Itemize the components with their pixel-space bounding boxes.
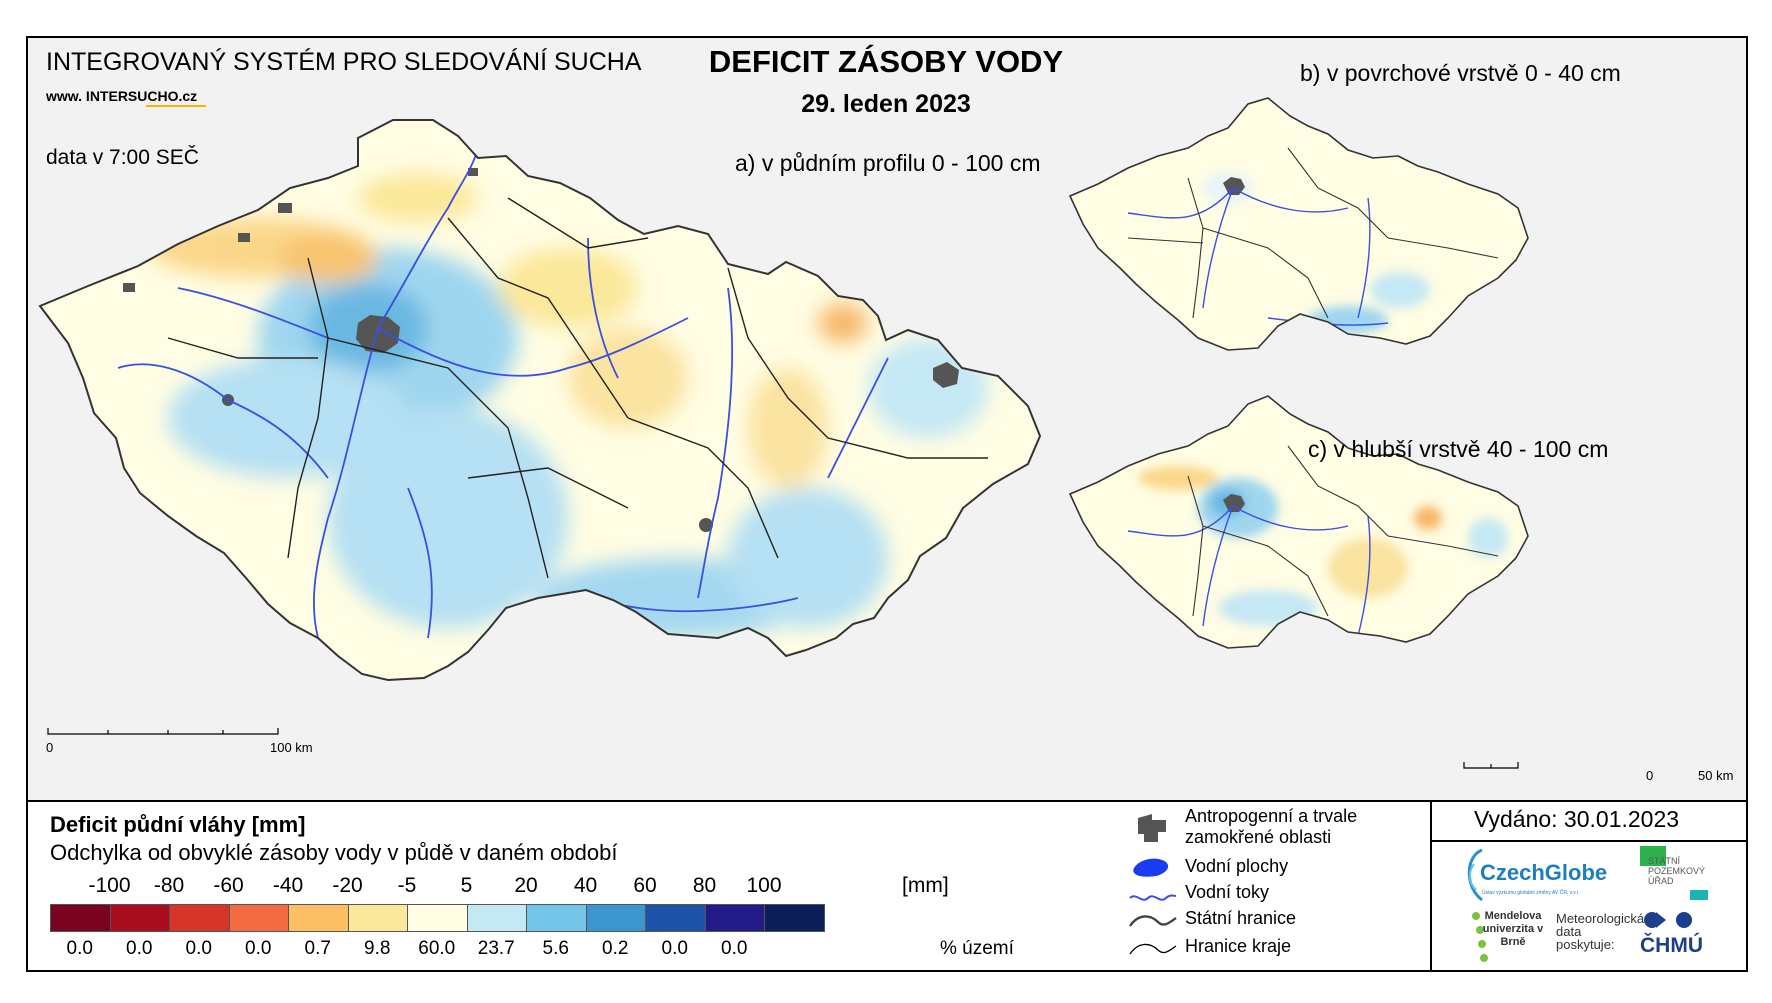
legend-break-label: -100 (88, 874, 131, 897)
legend-pct-label: % území (940, 938, 1014, 959)
legend-region-border: Hranice kraje (1185, 936, 1292, 956)
legend-percentage: 0.0 (245, 938, 272, 959)
legend-break-label: -20 (332, 874, 363, 897)
website-underline (146, 105, 206, 107)
legend-percentage: 0.2 (602, 938, 629, 959)
website-link[interactable]: www. INTERSUCHO.cz (46, 88, 198, 104)
map-b-label: b) v povrchové vrstvě 0 - 40 cm (1300, 60, 1621, 86)
legend-color-cell (228, 904, 289, 932)
spu-name: STÁTNÍ POZEMKOVÝ ÚŘAD (1648, 856, 1706, 886)
legend-color-cell (50, 904, 111, 932)
divider (26, 800, 1748, 802)
chmu-name: ČHMÚ (1640, 934, 1703, 957)
maps-canvas (38, 97, 1529, 769)
scale-a-start: 0 (46, 740, 54, 755)
legend-break-label: -60 (213, 874, 244, 897)
legend-break-label: -5 (397, 874, 417, 897)
spu-accent (1690, 890, 1708, 900)
river-icon (1129, 894, 1177, 901)
legend-percentage: 0.0 (66, 938, 93, 959)
legend-anthropogenic: Antropogenní a trvale zamokřené oblasti (1185, 806, 1358, 847)
scale-bar-c (1463, 762, 1519, 769)
legend-color-cell (347, 904, 408, 932)
scale-c-end: 50 km (1698, 768, 1734, 783)
czechglobe-subtitle: Ústav výzkumu globální změny AV ČR, v.v.… (1482, 890, 1580, 896)
legend-percentage: 60.0 (418, 938, 456, 959)
legend-break-label: 5 (460, 874, 473, 897)
legend-break-label: 40 (573, 874, 598, 897)
main-title: DEFICIT ZÁSOBY VODY (708, 44, 1064, 79)
anthropogenic-icon (1138, 814, 1166, 842)
chmu-logo-icon (1644, 912, 1692, 928)
legend-color-cell (764, 904, 825, 932)
legend-percentage: 0.7 (304, 938, 331, 959)
legend-break-label: 100 (746, 874, 782, 897)
legend-color-cell (407, 904, 468, 932)
issued-date: Vydáno: 30.01.2023 (1474, 806, 1680, 832)
legend-break-label: -40 (272, 874, 304, 897)
scale-bar-a (47, 728, 279, 735)
legend-unit: [mm] (902, 874, 949, 897)
legend-break-label: 80 (692, 874, 717, 897)
legend-percentage: 23.7 (477, 938, 515, 959)
legend-color-cell (645, 904, 706, 932)
map-c (1070, 396, 1528, 648)
data-time: data v 7:00 SEČ (46, 146, 199, 169)
legend-break-label: -80 (153, 874, 185, 897)
system-title: INTEGROVANÝ SYSTÉM PRO SLEDOVÁNÍ SUCHA (46, 48, 642, 76)
czechglobe-logo (1467, 848, 1484, 902)
spu-logo-icon (1640, 846, 1666, 866)
water-area-icon (1133, 858, 1169, 877)
symbol-legend-icons (1129, 814, 1177, 955)
legend-rivers: Vodní toky (1185, 882, 1270, 902)
divider (1430, 840, 1748, 842)
mendelu-logo-dots (1472, 912, 1488, 962)
region-border-icon (1129, 943, 1177, 955)
mendelu-name: Mendelova univerzita v Brně (1482, 910, 1544, 948)
divider (1430, 800, 1432, 972)
legend-break-label: 20 (514, 874, 538, 897)
legend-percentage: 0.0 (661, 938, 688, 959)
state-border-icon (1129, 915, 1177, 927)
scale-a-end: 100 km (270, 740, 313, 755)
legend-percentage: 0.0 (721, 938, 748, 959)
map-c-label: c) v hlubší vrstvě 40 - 100 cm (1308, 436, 1609, 462)
legend-color-cell (526, 904, 587, 932)
legend-color-cell (704, 904, 765, 932)
map-a (40, 120, 1040, 680)
legend-percentage: 0.0 (126, 938, 153, 959)
map-a-label: a) v půdním profilu 0 - 100 cm (735, 150, 1041, 176)
legend-color-cell (585, 904, 646, 932)
czechglobe-name: CzechGlobe (1480, 860, 1608, 885)
meteo-note: Meteorologická data poskytuje: (1556, 911, 1645, 952)
legend-percentage: 0.0 (185, 938, 212, 959)
legend-percentage: 9.8 (364, 938, 391, 959)
legend-color-cell (466, 904, 527, 932)
legend-panel (28, 802, 1430, 970)
legend-break-label: 60 (633, 874, 657, 897)
legend-color-cell (169, 904, 230, 932)
map-date: 29. leden 2023 (801, 90, 971, 118)
legend-water-areas: Vodní plochy (1185, 856, 1289, 876)
legend-title: Deficit půdní vláhy [mm] (50, 812, 306, 837)
scale-c-start: 0 (1646, 768, 1654, 783)
map-b (1070, 98, 1528, 350)
legend-color-cell (288, 904, 349, 932)
legend-subtitle: Odchylka od obvyklé zásoby vody v půdě v… (50, 840, 618, 865)
legend-percentage: 5.6 (542, 938, 569, 959)
legend-color-cell (109, 904, 170, 932)
legend-state-border: Státní hranice (1185, 908, 1297, 928)
